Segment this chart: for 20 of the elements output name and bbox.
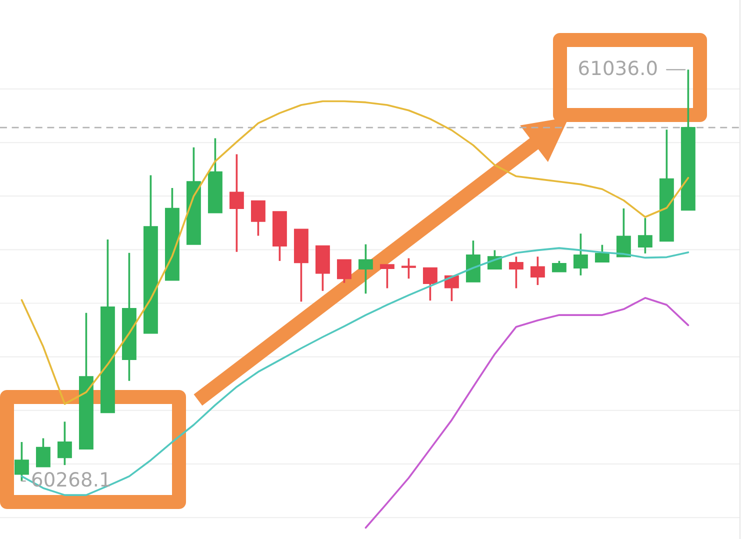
candlestick — [36, 437, 50, 468]
candlestick — [638, 217, 652, 254]
candlestick — [552, 260, 566, 273]
candlestick — [358, 243, 373, 295]
candlestick — [336, 258, 352, 284]
annotation: 61036.0 — [579, 60, 657, 76]
candlestick — [444, 275, 459, 302]
candlestick — [573, 232, 588, 276]
candlestick — [380, 264, 394, 290]
annotation: 60268.1 — [32, 472, 110, 487]
candlestick — [530, 256, 545, 286]
candlestick — [250, 200, 266, 237]
candlestick — [422, 266, 438, 302]
candlestick — [229, 153, 244, 253]
candlestick — [616, 208, 631, 258]
candlestick — [57, 420, 72, 466]
candlestick — [401, 257, 416, 280]
candlestick — [14, 441, 29, 482]
candlestick — [594, 244, 610, 263]
candlestick — [508, 256, 524, 290]
